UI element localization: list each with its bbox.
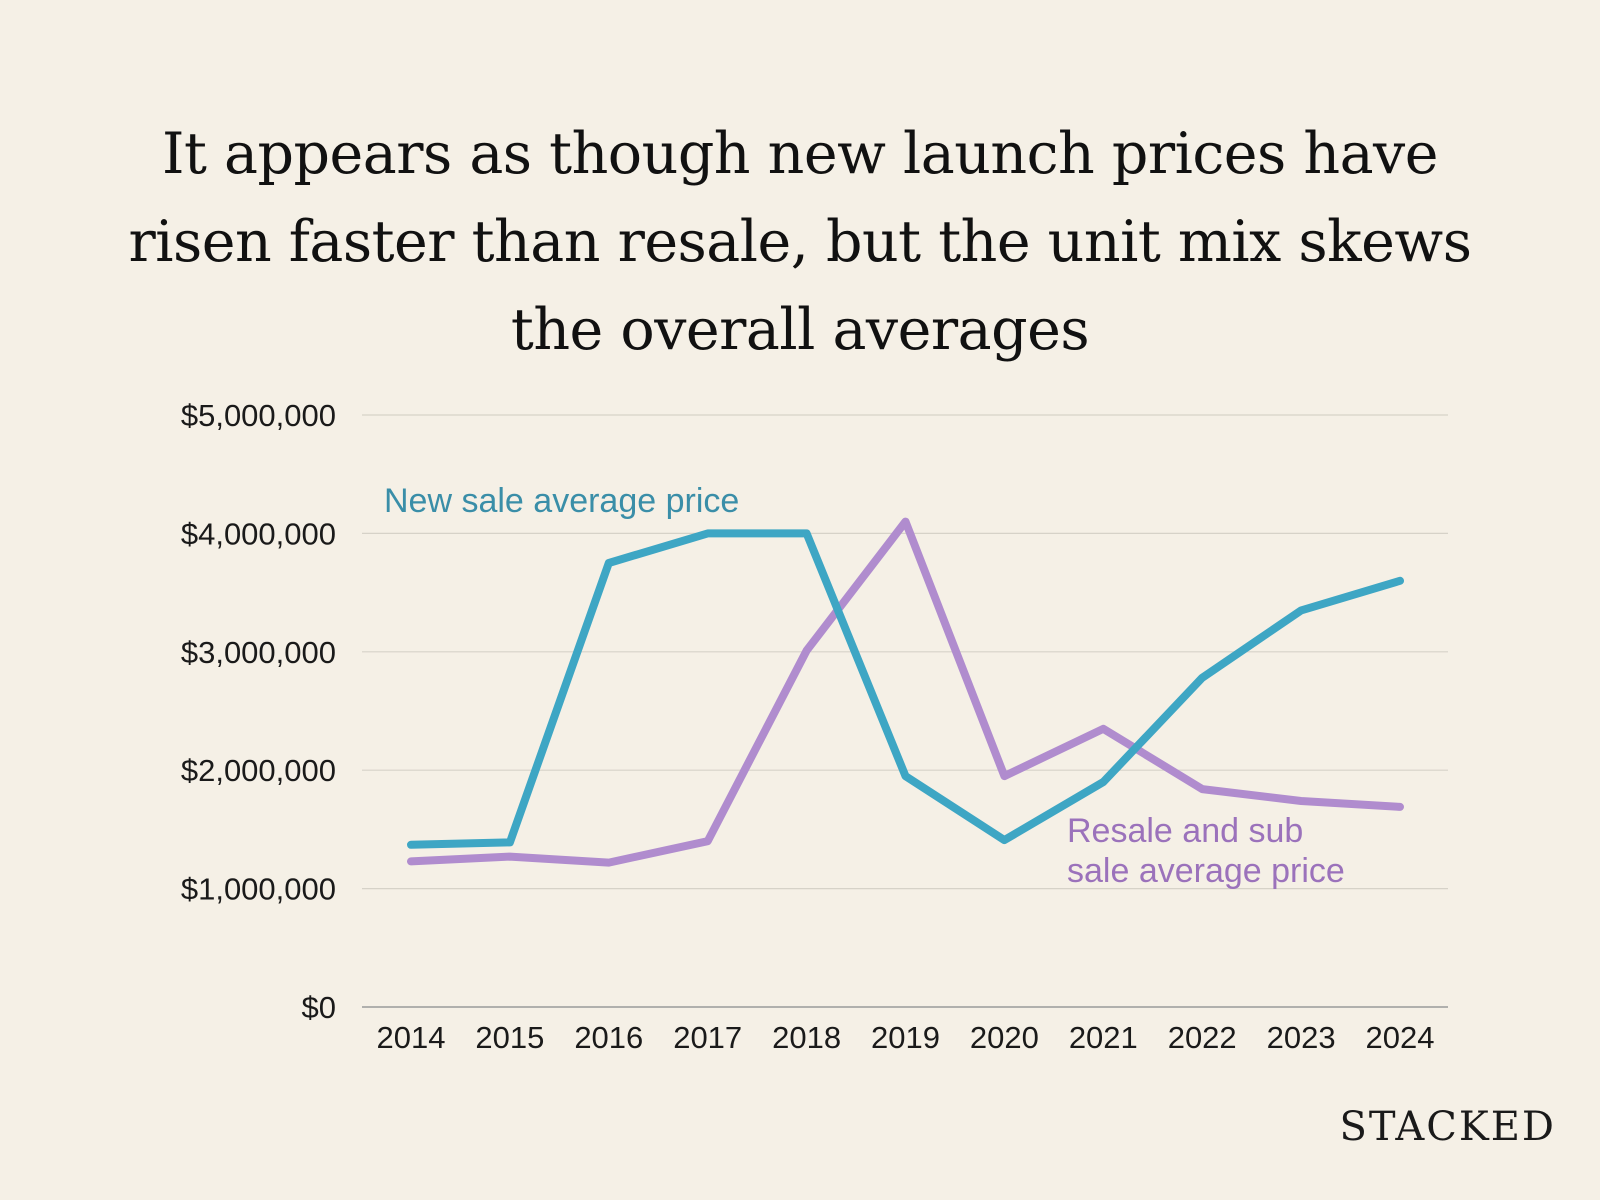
x-tick-label: 2014 xyxy=(377,1020,446,1055)
chart-title: It appears as though new launch prices h… xyxy=(128,121,1472,363)
series-line-new-sale xyxy=(407,529,1404,849)
x-tick-label: 2018 xyxy=(772,1020,841,1055)
y-tick-label: $1,000,000 xyxy=(181,872,336,907)
x-tick-label: 2019 xyxy=(871,1020,940,1055)
series-line-resale xyxy=(407,517,1404,867)
y-tick-label: $3,000,000 xyxy=(181,635,336,670)
x-axis-ticks: 2014 2015 2016 2017 2018 2019 2020 2021 2022 2023… xyxy=(377,1020,1435,1055)
y-tick-label: $4,000,000 xyxy=(181,516,336,551)
brand-logo: STACKED xyxy=(1339,1104,1556,1150)
x-tick-label: 2017 xyxy=(673,1020,742,1055)
gridlines xyxy=(362,414,1448,1008)
y-tick-label: $0 xyxy=(302,990,336,1025)
series-labels: New sale average price Resale and sub sale… xyxy=(384,482,1345,890)
series-label-resale: Resale and sub sale average price xyxy=(1067,812,1345,890)
y-axis-ticks: $0 $1,000,000 $2,000,000 $3,000,000 $4,000,0… xyxy=(181,398,336,1025)
x-tick-label: 2016 xyxy=(574,1020,643,1055)
series-label-new-sale: New sale average price xyxy=(384,482,739,520)
y-tick-label: $5,000,000 xyxy=(181,398,336,433)
series-lines xyxy=(407,517,1404,867)
x-tick-label: 2023 xyxy=(1267,1020,1336,1055)
x-tick-label: 2015 xyxy=(475,1020,544,1055)
x-tick-label: 2020 xyxy=(970,1020,1039,1055)
x-tick-label: 2024 xyxy=(1366,1020,1435,1055)
x-tick-label: 2022 xyxy=(1168,1020,1237,1055)
x-tick-label: 2021 xyxy=(1069,1020,1138,1055)
series-label-line: sale average price xyxy=(1067,852,1345,890)
y-tick-label: $2,000,000 xyxy=(181,753,336,788)
series-label-line: Resale and sub xyxy=(1067,812,1303,850)
